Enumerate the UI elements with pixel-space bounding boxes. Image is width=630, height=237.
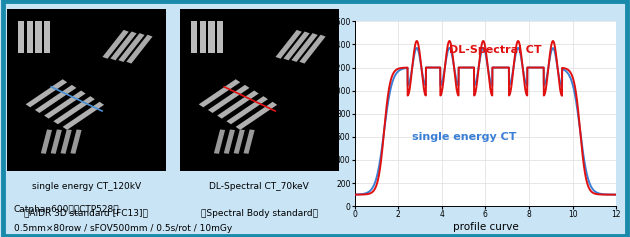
Polygon shape [60,129,72,154]
Polygon shape [226,96,268,124]
Polygon shape [118,33,145,62]
Bar [191,21,197,53]
Y-axis label: CT number [HU]: CT number [HU] [321,83,329,145]
Polygon shape [243,129,255,154]
Bar [44,21,50,53]
Polygon shape [198,79,240,107]
Text: single energy CT_120kV: single energy CT_120kV [32,182,140,191]
Polygon shape [214,129,225,154]
Bar [26,21,33,53]
Text: 0.5mm×80row / sFOV500mm / 0.5s/rot / 10mGy: 0.5mm×80row / sFOV500mm / 0.5s/rot / 10m… [14,224,232,233]
Polygon shape [217,91,259,119]
Text: DL-Spectral CT: DL-Spectral CT [449,45,541,55]
Polygon shape [50,129,62,154]
Polygon shape [299,35,326,64]
Bar [7,9,166,171]
Polygon shape [126,35,152,64]
Bar [200,21,206,53]
Text: single energy CT: single energy CT [412,132,517,142]
Text: DL-Spectral CT_70keV: DL-Spectral CT_70keV [209,182,309,191]
Text: （AIDR 3D standard [FC13]）: （AIDR 3D standard [FC13]） [24,209,148,218]
Polygon shape [54,96,95,124]
Polygon shape [35,85,76,113]
X-axis label: profile curve: profile curve [452,222,518,232]
Polygon shape [26,79,67,107]
Bar [35,21,42,53]
Text: Catphan600　（CTP528）: Catphan600 （CTP528） [14,205,119,214]
Polygon shape [62,102,104,130]
Bar [18,21,24,53]
Bar [209,21,215,53]
Polygon shape [110,32,137,60]
Bar [217,21,224,53]
Polygon shape [236,102,277,130]
Polygon shape [224,129,235,154]
Polygon shape [41,129,52,154]
Text: （Spectral Body standard）: （Spectral Body standard） [201,209,318,218]
Polygon shape [284,32,310,60]
Polygon shape [292,33,318,62]
Polygon shape [71,129,82,154]
Polygon shape [44,91,86,119]
Polygon shape [103,30,129,59]
Polygon shape [208,85,249,113]
Bar [180,9,339,171]
Polygon shape [234,129,245,154]
Polygon shape [275,30,302,59]
